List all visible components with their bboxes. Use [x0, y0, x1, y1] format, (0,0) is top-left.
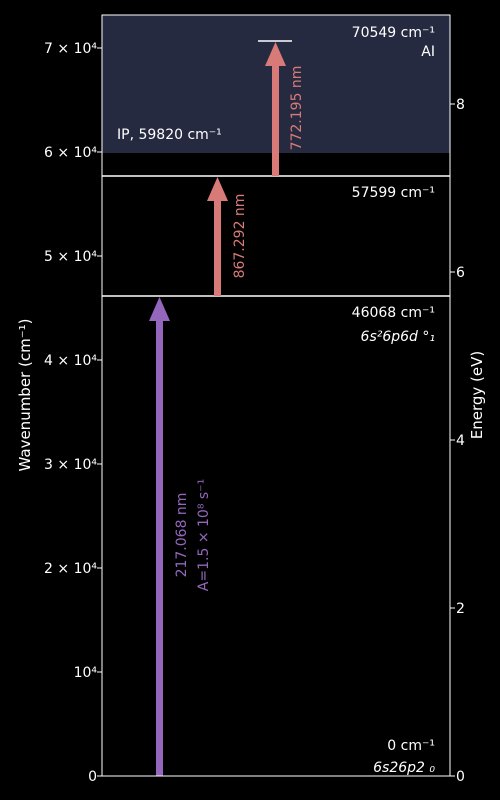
left-tick-20000: 2 × 10⁴	[44, 561, 102, 577]
transition-arrow-1	[149, 297, 170, 776]
transition-shaft	[156, 319, 163, 776]
left-tick-label: 4 × 10⁴	[44, 353, 97, 369]
level-energy-label: 0 cm⁻¹	[387, 738, 435, 754]
level-config-label: 6s²6p6d °₁	[361, 329, 435, 345]
left-tick-50000: 5 × 10⁴	[44, 249, 102, 265]
level-energy-label: 57599 cm⁻¹	[352, 185, 435, 201]
level-config-label: 6s26p2 ₀	[373, 760, 435, 776]
right-tick-6: 6	[450, 265, 465, 281]
left-tick-40000: 4 × 10⁴	[44, 353, 102, 369]
transition-shaft	[272, 64, 279, 176]
right-tick-4: 4	[450, 433, 465, 449]
transition-head	[207, 177, 228, 201]
right-tick-label: 2	[456, 601, 465, 617]
transition-rate-label: A=1.5 × 10⁸ s⁻¹	[196, 479, 212, 591]
transition-shaft	[214, 199, 221, 296]
left-tick-10000: 10⁴	[74, 665, 102, 681]
ionization-label: IP, 59820 cm⁻¹	[117, 127, 222, 143]
transition-arrow-3	[265, 42, 286, 176]
left-tick-label: 5 × 10⁴	[44, 249, 97, 265]
right-tick-8: 8	[450, 97, 465, 113]
transition-wavelength-label: 867.292 nm	[232, 194, 248, 279]
plot-frame	[101, 14, 451, 777]
level-config-label: AI	[421, 44, 435, 60]
transition-head	[265, 42, 286, 66]
left-axis-label: Wavenumber (cm⁻¹)	[16, 319, 34, 472]
right-axis-label: Energy (eV)	[468, 351, 486, 439]
left-tick-label: 2 × 10⁴	[44, 561, 97, 577]
left-tick-30000: 3 × 10⁴	[44, 457, 102, 473]
transition-head	[149, 297, 170, 321]
left-tick-70000: 7 × 10⁴	[44, 41, 102, 57]
level-energy-label: 46068 cm⁻¹	[352, 305, 435, 321]
right-tick-label: 6	[456, 265, 465, 281]
right-tick-label: 0	[456, 769, 465, 785]
right-tick-label: 4	[456, 433, 465, 449]
transition-wavelength-label: 217.068 nm	[174, 493, 190, 578]
left-tick-label: 6 × 10⁴	[44, 145, 97, 161]
transition-wavelength-label: 772.195 nm	[289, 66, 305, 151]
level-energy-label: 70549 cm⁻¹	[352, 25, 435, 41]
left-tick-label: 0	[88, 769, 97, 785]
left-tick-0: 0	[88, 769, 102, 785]
left-tick-label: 7 × 10⁴	[44, 41, 97, 57]
right-tick-2: 2	[450, 601, 465, 617]
transition-arrow-2	[207, 177, 228, 296]
left-tick-label: 3 × 10⁴	[44, 457, 97, 473]
left-tick-label: 10⁴	[74, 665, 98, 681]
right-tick-0: 0	[450, 769, 465, 785]
right-tick-label: 8	[456, 97, 465, 113]
left-tick-60000: 6 × 10⁴	[44, 145, 102, 161]
